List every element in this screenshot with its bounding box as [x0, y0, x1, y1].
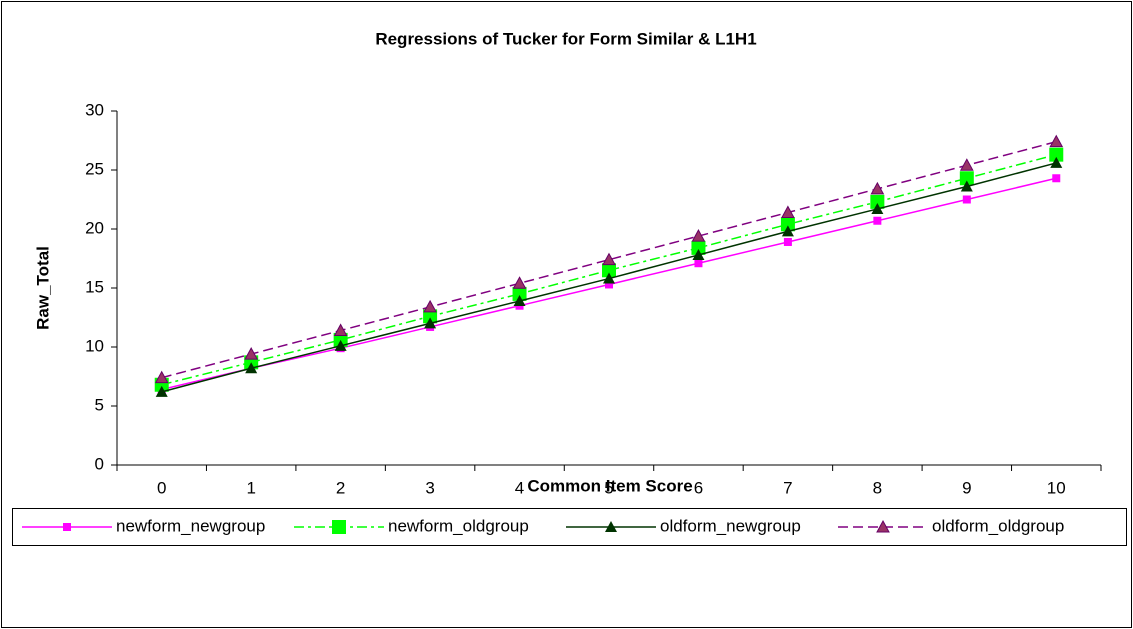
marker: [154, 370, 169, 384]
y-tick-label: 15: [85, 277, 104, 296]
marker: [334, 339, 347, 351]
x-tick-label: 1: [246, 478, 255, 497]
x-tick-label: 0: [157, 478, 166, 497]
x-axis-title: Common Item Score: [527, 476, 692, 495]
marker: [424, 317, 437, 329]
series-line: [161, 153, 1057, 386]
x-tick-label: 3: [425, 478, 434, 497]
marker: [603, 272, 615, 284]
marker: [245, 362, 258, 374]
marker: [694, 259, 703, 268]
marker: [602, 263, 616, 278]
y-tick-label: 10: [85, 336, 104, 355]
x-tick-label: 9: [962, 478, 971, 497]
x-tick-label: 5: [604, 478, 613, 497]
legend-marker: [605, 521, 617, 532]
legend-box: [12, 508, 1127, 546]
marker: [691, 229, 706, 242]
x-tick-label: 10: [1047, 478, 1066, 497]
y-axis-title: Raw_Total: [33, 246, 52, 330]
marker: [780, 217, 795, 232]
marker: [1049, 134, 1064, 148]
x-tick-label: 4: [515, 478, 524, 497]
y-tick-label: 5: [95, 395, 104, 414]
marker: [962, 195, 971, 204]
legend-label: oldform_newgroup: [660, 516, 801, 535]
x-tick-label: 6: [694, 478, 703, 497]
x-tick-label: 2: [336, 478, 345, 497]
marker: [602, 252, 616, 266]
marker: [783, 237, 792, 246]
chart-title: Regressions of Tucker for Form Similar &…: [375, 29, 756, 48]
marker: [960, 180, 973, 192]
marker: [870, 181, 885, 195]
marker: [333, 323, 348, 336]
marker: [512, 286, 527, 301]
marker: [423, 309, 438, 324]
marker: [781, 205, 795, 218]
y-tick-label: 30: [85, 100, 104, 119]
x-tick-label: 7: [783, 478, 792, 497]
y-tick-label: 0: [95, 454, 104, 473]
x-tick-label: 8: [873, 478, 882, 497]
marker: [512, 276, 527, 289]
marker: [959, 158, 974, 171]
legend-label: newform_oldgroup: [388, 516, 529, 535]
legend-label: oldform_oldgroup: [932, 516, 1064, 535]
series-line: [161, 140, 1057, 379]
marker: [781, 225, 794, 237]
marker: [1049, 147, 1064, 162]
marker: [959, 171, 974, 186]
legend-marker: [876, 519, 890, 533]
marker: [513, 294, 526, 306]
legend-marker: [63, 523, 71, 531]
marker: [423, 299, 437, 313]
marker: [1050, 156, 1063, 168]
legend-label: newform_newgroup: [116, 516, 265, 535]
marker: [1052, 174, 1061, 183]
marker: [155, 385, 168, 397]
marker: [691, 240, 706, 255]
marker: [871, 202, 884, 214]
y-tick-label: 20: [85, 218, 104, 237]
y-tick-label: 25: [85, 159, 104, 178]
marker: [244, 347, 259, 360]
legend-marker: [332, 520, 346, 534]
marker: [870, 194, 885, 209]
marker: [873, 216, 882, 225]
marker: [692, 248, 705, 260]
marker: [605, 280, 613, 289]
